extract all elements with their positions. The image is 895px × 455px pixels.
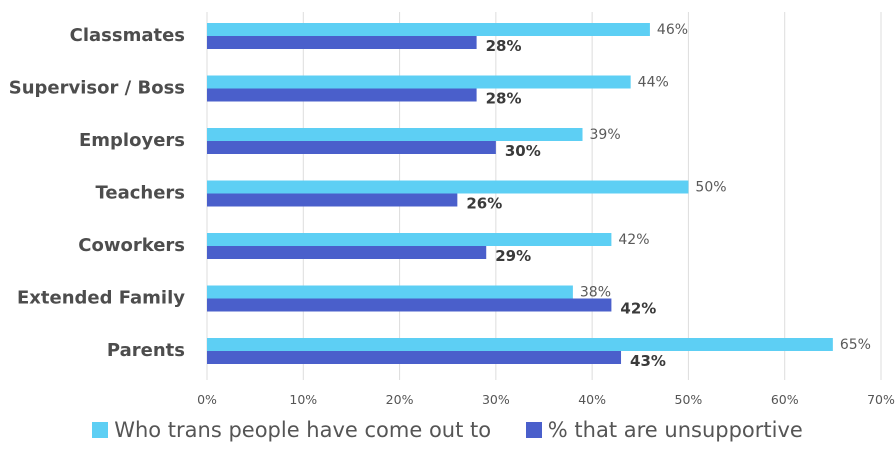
bars — [207, 23, 833, 364]
x-tick-label: 30% — [482, 392, 510, 407]
bar-series-1 — [207, 180, 689, 194]
bar-series-2 — [207, 246, 487, 259]
legend-swatch-series-1 — [92, 422, 109, 438]
category-label: Classmates — [70, 25, 185, 46]
category-label: Teachers — [95, 183, 185, 204]
data-label-series-2: 30% — [505, 142, 541, 160]
bar-series-1 — [207, 23, 650, 36]
bar-series-1 — [207, 233, 612, 246]
legend-item-series-2: % that are unsupportive — [525, 418, 803, 442]
bar-series-1 — [207, 285, 573, 299]
bar-series-1 — [207, 128, 583, 141]
x-tick-label: 50% — [675, 392, 703, 407]
data-label-series-2: 42% — [620, 300, 656, 318]
labels: 0% 10% 20% 30% 40% 50% 60% 70% Classmates 46% 28% S… — [9, 22, 895, 407]
legend-label-series-1: Who trans people have come out to — [114, 418, 492, 442]
data-label-series-2: 28% — [486, 90, 522, 108]
x-tick-label: 10% — [289, 392, 317, 407]
data-label-series-1: 38% — [580, 285, 611, 301]
category-label: Parents — [107, 340, 185, 361]
bar-series-2 — [207, 298, 612, 312]
x-tick-label: 20% — [386, 392, 414, 407]
legend-swatch-series-2 — [525, 422, 542, 438]
data-label-series-1: 50% — [695, 180, 726, 196]
bar-series-1 — [207, 338, 833, 351]
bar-series-2 — [207, 36, 477, 49]
data-label-series-1: 65% — [840, 337, 871, 353]
legend: Who trans people have come out to % that… — [0, 418, 895, 443]
x-tick-label: 60% — [771, 392, 799, 407]
bar-series-2 — [207, 88, 477, 102]
category-label: Coworkers — [78, 235, 185, 256]
bar-series-2 — [207, 193, 458, 207]
data-label-series-2: 26% — [466, 195, 502, 213]
data-label-series-1: 44% — [638, 75, 669, 91]
bar-series-1 — [207, 75, 631, 89]
bar-series-2 — [207, 141, 496, 154]
category-label: Extended Family — [17, 288, 185, 309]
legend-label-series-2: % that are unsupportive — [547, 418, 803, 442]
category-label: Supervisor / Boss — [9, 78, 185, 99]
x-tick-label: 70% — [867, 392, 895, 407]
data-label-series-1: 42% — [618, 232, 649, 248]
data-label-series-2: 29% — [495, 247, 531, 265]
data-label-series-1: 46% — [657, 22, 688, 38]
bar-series-2 — [207, 351, 622, 364]
category-label: Employers — [79, 130, 185, 151]
legend-item-series-1: Who trans people have come out to — [92, 418, 491, 442]
data-label-series-2: 28% — [486, 37, 522, 55]
data-label-series-1: 39% — [590, 127, 621, 143]
x-tick-label: 40% — [578, 392, 606, 407]
data-label-series-2: 43% — [630, 352, 666, 370]
x-tick-label: 0% — [197, 392, 217, 407]
bar-chart: 0% 10% 20% 30% 40% 50% 60% 70% Classmates 46% 28% S… — [9, 12, 895, 407]
